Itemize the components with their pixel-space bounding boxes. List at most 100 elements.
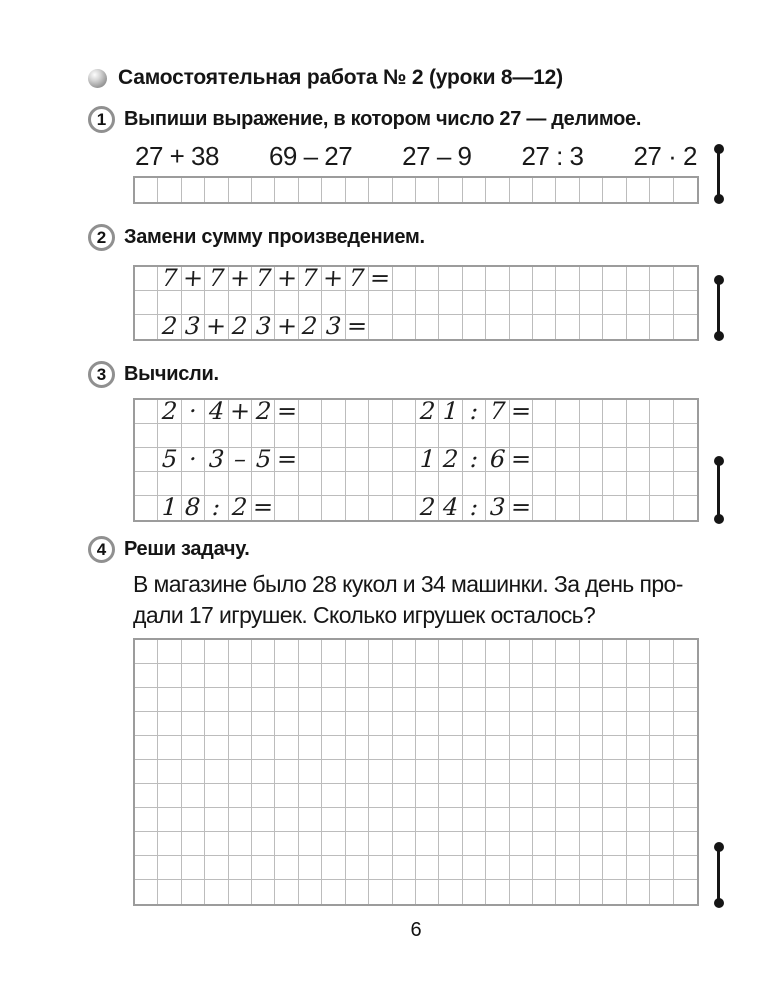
handwritten-char: : xyxy=(469,396,479,425)
grid-cell xyxy=(626,712,651,736)
grid-cell xyxy=(580,880,604,904)
grid-cell xyxy=(579,736,604,760)
grid-cell xyxy=(369,760,393,784)
grid-cell xyxy=(345,856,370,880)
grid-cell xyxy=(486,712,510,736)
grid-cell xyxy=(415,291,440,315)
grid-cell: + xyxy=(275,264,299,292)
task-3-answer-grid[interactable]: 2 · 4 +2 = 2 1:7 = 5 · 3–5 = 1 2:6 = 1 8:2 = 2 4:3 = xyxy=(133,396,699,522)
task-4-work-area xyxy=(133,638,720,906)
grid-cell: 7 xyxy=(158,264,182,292)
grid-cell xyxy=(345,784,370,808)
grid-cell xyxy=(579,760,604,784)
grid-cell xyxy=(393,496,416,520)
grid-cell xyxy=(533,424,557,448)
grid-cell xyxy=(252,688,276,712)
grid-cell xyxy=(135,832,159,856)
grid-cell xyxy=(462,736,487,760)
grid-cell xyxy=(299,496,323,520)
grid-cell xyxy=(135,712,159,736)
grid-cell xyxy=(486,784,510,808)
grid-cell xyxy=(158,291,182,315)
grid-cell xyxy=(181,736,206,760)
task-1-work-area: 27 + 38 69 – 27 27 – 9 27 : 3 27 · 2 xyxy=(133,141,720,204)
grid-cell xyxy=(298,712,323,736)
task-4-answer-grid[interactable] xyxy=(133,638,699,906)
sphere-bullet-icon xyxy=(88,68,107,88)
handwritten-char: 3 xyxy=(325,312,342,340)
handwritten-char: 3 xyxy=(184,312,202,340)
grid-cell xyxy=(439,832,463,856)
grid-cell xyxy=(322,640,346,664)
grid-cell xyxy=(415,640,440,664)
grid-cell xyxy=(673,832,697,856)
grid-cell xyxy=(603,880,627,904)
grid-cell xyxy=(533,808,557,832)
page-title: Самостоятельная работа № 2 (уроки 8—12) xyxy=(118,66,563,89)
grid-cell xyxy=(275,832,299,856)
grid-cell xyxy=(252,640,276,664)
grid-cell xyxy=(205,712,229,736)
grid-cell xyxy=(369,688,393,712)
grid-cell xyxy=(275,808,299,832)
grid-cell xyxy=(603,496,627,520)
grid-cell xyxy=(158,784,182,808)
grid-cell xyxy=(252,832,276,856)
grid-cell xyxy=(298,472,323,496)
grid-cell xyxy=(650,712,674,736)
grid-cell xyxy=(182,178,206,202)
expression: 27 : 3 xyxy=(521,141,584,171)
grid-cell: – xyxy=(228,445,253,473)
handwritten-char: + xyxy=(182,263,204,292)
grid-cell xyxy=(462,664,487,688)
task-2-answer-grid[interactable]: 7 +7 +7 +7 +7 = 2 3 +2 3 +2 3 = xyxy=(133,263,699,341)
handwritten-char: 2 xyxy=(254,396,272,425)
grid-cell xyxy=(533,856,557,880)
grid-cell xyxy=(650,688,674,712)
grid-cell xyxy=(392,808,416,832)
task-1-header: 1 Выпиши выражение, в котором число 27 —… xyxy=(88,106,768,133)
grid-cell xyxy=(322,496,346,520)
grid-cell xyxy=(556,736,580,760)
grid-cell xyxy=(626,736,651,760)
grid-cell xyxy=(228,736,253,760)
grid-cell xyxy=(252,808,276,832)
task-2-work-area: 7 +7 +7 +7 +7 = 2 3 +2 3 +2 3 = xyxy=(133,263,720,341)
grid-cell xyxy=(415,688,440,712)
grid-cell: 1 xyxy=(415,445,440,473)
grid-cell xyxy=(509,832,534,856)
grid-cell xyxy=(158,808,182,832)
grid-cell: + xyxy=(322,264,346,292)
grid-cell xyxy=(462,712,487,736)
grid-cell xyxy=(228,640,253,664)
grid-cell xyxy=(650,640,674,664)
grid-cell: : xyxy=(462,445,487,473)
grid-cell xyxy=(603,832,627,856)
grid-cell xyxy=(650,315,674,339)
grid-cell xyxy=(415,760,440,784)
grid-cell xyxy=(393,880,416,904)
grid-cell: 4 xyxy=(439,493,463,521)
grid-cell xyxy=(486,832,510,856)
grid-cell xyxy=(369,640,393,664)
expression: 27 + 38 xyxy=(135,141,219,171)
grid-cell xyxy=(462,267,487,291)
grid-cell xyxy=(322,424,346,448)
grid-cell xyxy=(510,315,534,339)
task-1-answer-grid[interactable] xyxy=(133,176,699,204)
grid-cell xyxy=(369,178,393,202)
grid-cell xyxy=(603,736,627,760)
grid-cell xyxy=(533,736,557,760)
grid-cell xyxy=(673,291,697,315)
grid-cell xyxy=(135,291,159,315)
grid-cell: · xyxy=(181,445,206,473)
grid-cell xyxy=(650,291,674,315)
grid-cell xyxy=(345,472,370,496)
grid-cell xyxy=(439,424,463,448)
grid-cell xyxy=(650,736,674,760)
grid-cell: = xyxy=(252,493,276,521)
grid-cell xyxy=(345,832,370,856)
grid-cell xyxy=(158,424,182,448)
grid-cell xyxy=(181,424,206,448)
grid-cell xyxy=(275,784,299,808)
